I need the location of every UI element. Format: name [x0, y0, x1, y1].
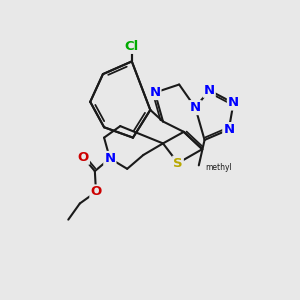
Text: N: N — [104, 152, 116, 165]
Text: N: N — [149, 86, 161, 99]
Text: S: S — [173, 157, 183, 169]
Text: methyl: methyl — [205, 163, 232, 172]
Text: O: O — [90, 185, 102, 198]
Text: Cl: Cl — [125, 40, 139, 53]
Text: N: N — [204, 84, 215, 97]
Text: N: N — [228, 97, 239, 110]
Text: N: N — [223, 123, 234, 136]
Text: O: O — [78, 151, 89, 164]
Text: N: N — [190, 101, 201, 114]
